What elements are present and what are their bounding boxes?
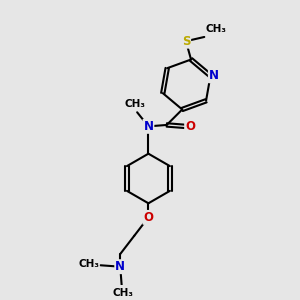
- Text: N: N: [143, 120, 153, 133]
- Text: O: O: [185, 120, 195, 133]
- Text: N: N: [115, 260, 125, 273]
- Text: CH₃: CH₃: [112, 288, 134, 298]
- Text: O: O: [143, 211, 153, 224]
- Text: S: S: [182, 35, 190, 48]
- Text: N: N: [209, 69, 219, 82]
- Text: CH₃: CH₃: [206, 24, 227, 34]
- Text: CH₃: CH₃: [78, 259, 99, 269]
- Text: CH₃: CH₃: [124, 100, 146, 110]
